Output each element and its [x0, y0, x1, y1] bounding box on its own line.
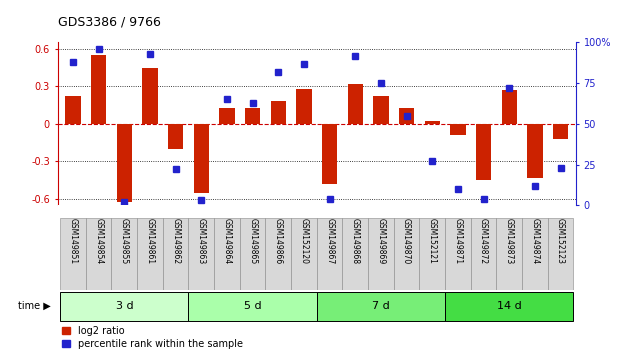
- Bar: [91, 55, 106, 124]
- Text: 14 d: 14 d: [497, 301, 522, 310]
- Bar: [476, 124, 492, 180]
- Bar: [291, 218, 317, 290]
- Bar: [111, 218, 137, 290]
- Bar: [168, 124, 183, 149]
- Bar: [266, 218, 291, 290]
- Bar: [424, 121, 440, 124]
- Bar: [245, 108, 260, 124]
- Text: GSM149861: GSM149861: [145, 218, 154, 264]
- Bar: [271, 101, 286, 124]
- Text: GSM149851: GSM149851: [68, 218, 77, 264]
- Bar: [471, 218, 497, 290]
- Text: GSM152123: GSM152123: [556, 218, 565, 264]
- Text: time ▶: time ▶: [19, 301, 51, 311]
- Bar: [527, 124, 543, 178]
- Text: GSM149872: GSM149872: [479, 218, 488, 264]
- Bar: [502, 90, 517, 124]
- Bar: [451, 124, 466, 135]
- Bar: [368, 218, 394, 290]
- Bar: [399, 108, 414, 124]
- Bar: [189, 218, 214, 290]
- Text: GSM152121: GSM152121: [428, 218, 436, 264]
- Bar: [317, 292, 445, 321]
- Bar: [142, 68, 157, 124]
- Text: GSM149868: GSM149868: [351, 218, 360, 264]
- Text: GSM149874: GSM149874: [531, 218, 540, 264]
- Text: GSM149873: GSM149873: [505, 218, 514, 264]
- Bar: [548, 218, 573, 290]
- Bar: [65, 96, 81, 124]
- Text: GSM149855: GSM149855: [120, 218, 129, 264]
- Text: GSM149862: GSM149862: [171, 218, 180, 264]
- Text: GSM152120: GSM152120: [300, 218, 308, 264]
- Text: 3 d: 3 d: [115, 301, 133, 310]
- Text: 7 d: 7 d: [372, 301, 390, 310]
- Bar: [445, 218, 471, 290]
- Text: GSM149866: GSM149866: [274, 218, 283, 264]
- Bar: [194, 124, 209, 193]
- Bar: [296, 89, 312, 124]
- Bar: [60, 292, 189, 321]
- Bar: [214, 218, 240, 290]
- Bar: [419, 218, 445, 290]
- Text: GSM149864: GSM149864: [223, 218, 232, 264]
- Text: GDS3386 / 9766: GDS3386 / 9766: [58, 15, 161, 28]
- Text: GSM149863: GSM149863: [197, 218, 206, 264]
- Bar: [373, 96, 388, 124]
- Bar: [86, 218, 111, 290]
- Text: GSM149865: GSM149865: [248, 218, 257, 264]
- Text: 5 d: 5 d: [244, 301, 262, 310]
- Bar: [317, 218, 342, 290]
- Bar: [137, 218, 163, 290]
- Bar: [220, 108, 235, 124]
- Text: GSM149871: GSM149871: [454, 218, 463, 264]
- Bar: [189, 292, 317, 321]
- Bar: [522, 218, 548, 290]
- Text: GSM149869: GSM149869: [376, 218, 385, 264]
- Bar: [348, 84, 363, 124]
- Bar: [322, 124, 337, 184]
- Text: GSM149867: GSM149867: [325, 218, 334, 264]
- Bar: [116, 124, 132, 201]
- Bar: [60, 218, 86, 290]
- Bar: [394, 218, 419, 290]
- Bar: [553, 124, 568, 139]
- Bar: [163, 218, 189, 290]
- Bar: [497, 218, 522, 290]
- Bar: [342, 218, 368, 290]
- Text: GSM149854: GSM149854: [94, 218, 103, 264]
- Bar: [240, 218, 266, 290]
- Bar: [445, 292, 573, 321]
- Legend: log2 ratio, percentile rank within the sample: log2 ratio, percentile rank within the s…: [63, 326, 243, 349]
- Text: GSM149870: GSM149870: [402, 218, 411, 264]
